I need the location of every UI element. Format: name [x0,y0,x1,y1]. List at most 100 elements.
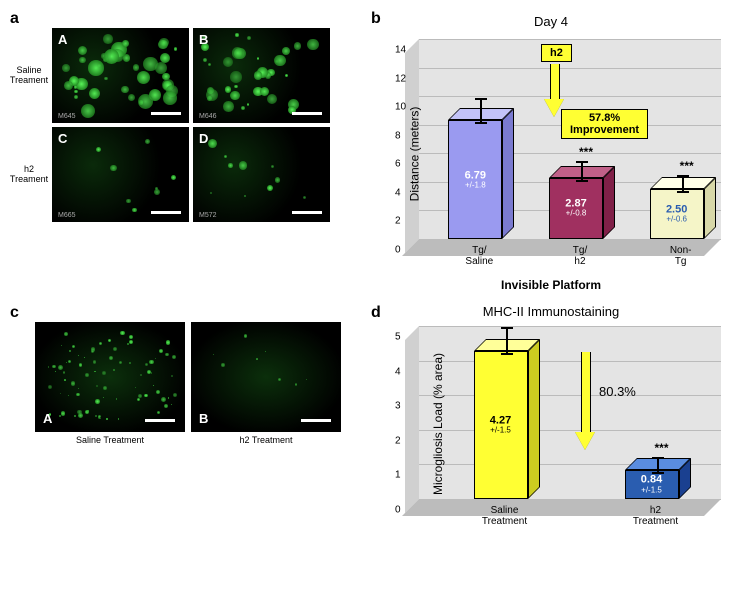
bar-front: 2.50+/-0.6 [650,189,704,239]
image-id: M665 [58,212,76,219]
significance-stars: *** [654,441,668,455]
image-caption: h2 Treatment [191,435,341,445]
image-corner-label: D [199,131,208,146]
panel-c-label: c [10,304,19,322]
image-id: M646 [199,113,217,120]
image-caption: Saline Treatment [35,435,185,445]
panel-c-col: B h2 Treatment [191,322,341,445]
scale-bar [151,211,181,214]
gridline [419,326,721,327]
ytick: 8 [395,130,401,141]
bar: 2.50+/-0.6 [650,189,704,239]
xtick: SalineTreatment [482,505,527,527]
ytick: 5 [395,332,401,343]
image-corner-label: B [199,32,208,47]
gridline [419,39,721,40]
chart-b-ylabel: Distance (meters) [407,107,421,202]
improvement-box: 57.8%Improvement [561,109,648,139]
h2-label-box: h2 [541,44,572,62]
chart-sidewall [405,326,419,513]
panel-d: d MHC-II Immunostaining Microgliosis Loa… [371,304,731,544]
image-id: M645 [58,113,76,120]
ytick: 12 [395,73,406,84]
microscopy-image: D M572 [193,127,330,222]
gridline [419,96,721,97]
bar-front: 0.84+/-1.5 [625,470,679,499]
ytick: 10 [395,102,406,113]
bar: 0.84+/-1.5 [625,470,679,499]
microscopy-image: B [191,322,341,432]
bar-front: 2.87+/-0.8 [549,178,603,239]
bar-value: 2.50+/-0.6 [651,204,703,225]
row-label: SalineTreament [10,28,48,123]
bar-side [502,108,514,239]
image-corner-label: B [199,411,208,426]
xtick: Tg/h2 [573,245,587,267]
microscopy-grid: SalineTreamentA M645 B M646 h2TreamentC … [10,28,330,222]
xtick: h2Treatment [633,505,678,527]
image-corner-label: C [58,131,67,146]
error-bar [682,175,684,193]
ytick: 6 [395,159,401,170]
image-corner-label: A [43,411,52,426]
xtick: Non-Tg [670,245,692,267]
microscopy-image: C M665 [52,127,189,222]
bar-chart-day4: Day 4 Morris WaterMaze Testing Distance … [371,14,731,294]
ytick: 0 [395,505,401,516]
significance-stars: *** [579,145,593,159]
panel-c-images: A Saline TreatmentB h2 Treatment [35,322,356,445]
ytick: 1 [395,470,401,481]
bar-side [603,166,615,239]
gridline [419,361,721,362]
bar-value: 2.87+/-0.8 [550,198,602,219]
image-id: M572 [199,212,217,219]
panel-c-col: A Saline Treatment [35,322,185,445]
bar: 4.27+/-1.5 [474,351,528,499]
image-corner-label: A [58,32,67,47]
figure: a SalineTreamentA M645 B M646 h2Treament… [10,10,731,544]
ytick: 4 [395,187,401,198]
panel-a: a SalineTreamentA M645 B M646 h2Treament… [10,10,356,294]
chart-b-xlabel: Invisible Platform [501,278,601,292]
error-bar [480,98,482,125]
scale-bar [151,112,181,115]
pct-label: 80.3% [599,384,636,399]
bar-chart-mhc: MHC-II Immunostaining Microgliosis Load … [371,304,731,544]
bar-front: 6.79+/-1.8 [448,120,502,239]
scale-bar [292,211,322,214]
bar-front: 4.27+/-1.5 [474,351,528,499]
bar: 2.87+/-0.8 [549,178,603,239]
microscopy-image: A M645 [52,28,189,123]
panel-a-label: a [10,10,19,28]
ytick: 2 [395,435,401,446]
arrow-down-icon [581,352,591,432]
error-bar [581,161,583,182]
microscopy-image: B M646 [193,28,330,123]
error-bar [657,457,659,474]
chart-d-ylabel: Microgliosis Load (% area) [431,353,445,495]
bar-value: 6.79+/-1.8 [449,169,501,190]
microscopy-image: A [35,322,185,432]
gridline [419,68,721,69]
xtick: Tg/Saline [465,245,493,267]
gridline [419,395,721,396]
arrow-down-icon [575,432,595,450]
ytick: 14 [395,45,406,56]
chart-b-title: Day 4 [371,14,731,29]
scale-bar [292,112,322,115]
significance-stars: *** [680,159,694,173]
bar-value: 4.27+/-1.5 [475,415,527,436]
chart-d-title: MHC-II Immunostaining [371,304,731,319]
ytick: 3 [395,401,401,412]
bar-side [528,339,540,499]
ytick: 2 [395,216,401,227]
ytick: 4 [395,366,401,377]
scale-bar [145,419,175,422]
bar: 6.79+/-1.8 [448,120,502,239]
panel-b: b Day 4 Morris WaterMaze Testing Distanc… [371,10,731,294]
scale-bar [301,419,331,422]
row-label: h2Treament [10,127,48,222]
bar-value: 0.84+/-1.5 [626,474,678,495]
ytick: 0 [395,245,401,256]
panel-c: c A Saline TreatmentB h2 Treatment [10,304,356,544]
